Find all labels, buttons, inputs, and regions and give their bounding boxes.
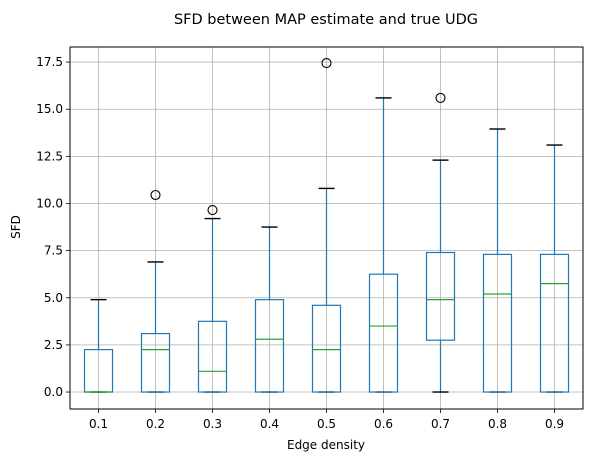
outlier-point bbox=[321, 57, 332, 69]
iqr-box bbox=[368, 273, 399, 393]
y-tick-label: 15.0 bbox=[36, 102, 63, 116]
y-axis-label: SFD bbox=[9, 215, 23, 239]
x-tick-label: 0.7 bbox=[431, 417, 450, 431]
outlier-point bbox=[435, 92, 446, 103]
iqr-box bbox=[482, 253, 513, 393]
x-axis: 0.1 0.2 0.3 0.4 0.5 0.6 0.7 0.8 0.9 bbox=[89, 409, 564, 431]
box-0.4 bbox=[254, 226, 285, 393]
x-tick-label: 0.3 bbox=[203, 417, 222, 431]
y-axis: 0.0 2.5 5.0 7.5 10.0 12.5 15.0 17.5 bbox=[36, 55, 70, 399]
outlier-point bbox=[207, 205, 218, 216]
y-tick-label: 17.5 bbox=[36, 55, 63, 69]
y-tick-label: 7.5 bbox=[44, 244, 63, 258]
box-0.3 bbox=[197, 205, 228, 393]
box-0.9 bbox=[539, 144, 570, 393]
iqr-box bbox=[140, 332, 171, 393]
iqr-box bbox=[539, 253, 570, 393]
y-tick-label: 12.5 bbox=[36, 149, 63, 163]
box-0.1 bbox=[83, 298, 114, 393]
iqr-box bbox=[311, 304, 342, 393]
iqr-box bbox=[197, 320, 228, 393]
box-0.5 bbox=[311, 57, 342, 393]
boxes-layer bbox=[83, 57, 570, 393]
x-tick-label: 0.4 bbox=[260, 417, 279, 431]
y-tick-label: 5.0 bbox=[44, 291, 63, 305]
box-0.2 bbox=[140, 189, 171, 393]
x-tick-label: 0.8 bbox=[488, 417, 507, 431]
iqr-box bbox=[254, 299, 285, 393]
iqr-box bbox=[425, 251, 456, 341]
x-axis-label: Edge density bbox=[287, 438, 365, 452]
box-0.6 bbox=[368, 97, 399, 393]
y-tick-label: 0.0 bbox=[44, 385, 63, 399]
chart-title: SFD between MAP estimate and true UDG bbox=[174, 12, 478, 28]
y-tick-label: 2.5 bbox=[44, 338, 63, 352]
box-0.8 bbox=[482, 128, 513, 393]
box-0.7 bbox=[425, 92, 456, 393]
x-tick-label: 0.6 bbox=[374, 417, 393, 431]
x-tick-label: 0.9 bbox=[545, 417, 564, 431]
x-tick-label: 0.5 bbox=[317, 417, 336, 431]
x-tick-label: 0.1 bbox=[89, 417, 108, 431]
outlier-point bbox=[150, 189, 161, 201]
y-tick-label: 10.0 bbox=[36, 196, 63, 210]
x-tick-label: 0.2 bbox=[146, 417, 165, 431]
